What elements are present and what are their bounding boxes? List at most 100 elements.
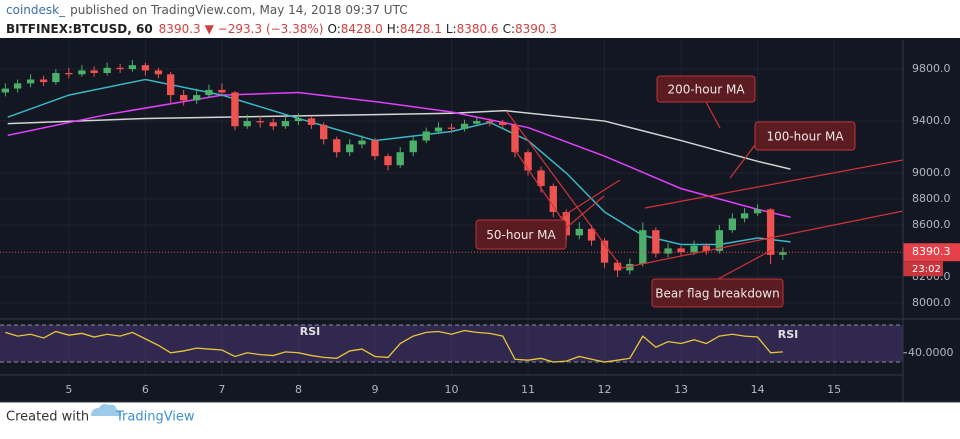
- x-tick-label: 12: [598, 383, 612, 396]
- trend-line: [644, 159, 904, 209]
- ohlc-key: L:: [446, 22, 457, 36]
- y-tick-label: 8600.0: [912, 218, 951, 231]
- x-tick-label: 14: [751, 383, 765, 396]
- candle-body: [281, 121, 290, 127]
- candle-body: [13, 83, 22, 89]
- x-tick-label: 13: [674, 383, 688, 396]
- price: 8390.3: [159, 22, 201, 36]
- countdown-box: [903, 261, 943, 277]
- footer-created: Created with: [6, 410, 89, 425]
- callout-pointer: [717, 249, 773, 280]
- tradingview-logo: [91, 404, 122, 416]
- candle-body: [141, 65, 150, 71]
- candle-body: [371, 140, 379, 157]
- ohlc-key: O:: [327, 22, 340, 36]
- candle-body: [549, 186, 557, 212]
- candle-body: [779, 252, 787, 255]
- candle-body: [179, 95, 188, 101]
- candle-body: [537, 170, 545, 187]
- callout-box: [651, 278, 784, 308]
- x-tick-label: 11: [521, 383, 535, 396]
- candle-body: [422, 131, 430, 141]
- candle-body: [116, 67, 124, 70]
- candle-body: [702, 245, 711, 251]
- ohlc-key: C:: [503, 22, 515, 36]
- candle-body: [486, 121, 494, 123]
- trend-line: [514, 149, 567, 226]
- change: ▼ −293.3 (−3.38%): [205, 22, 324, 36]
- x-tick-label: 8: [295, 383, 302, 396]
- candle-body: [333, 139, 341, 153]
- candle-body: [613, 262, 622, 271]
- candle-body: [511, 124, 519, 153]
- rsi-band-fill: [0, 325, 903, 363]
- candle-body: [231, 92, 239, 127]
- candle-body: [409, 140, 417, 153]
- moving-average: [7, 109, 791, 170]
- last-price-box: [903, 243, 960, 262]
- trend-line: [506, 111, 623, 269]
- ohlc-value: 8428.0: [341, 22, 383, 36]
- x-tick-label: 5: [65, 383, 72, 396]
- chart-layer: 5 6 7 8 9 10 11 12 13 14 15 9800.0 9400.0 9000.0 8800.…: [0, 40, 960, 403]
- candle-body: [256, 121, 264, 123]
- ohlc-value: 8390.3: [515, 22, 557, 36]
- candle-body: [39, 79, 48, 83]
- rsi-tick-label: 40.0000: [908, 346, 954, 359]
- callout-text: 100-hour MA: [766, 130, 844, 144]
- callout-text: Bear flag breakdown: [655, 287, 779, 301]
- x-tick-label: 6: [142, 383, 149, 396]
- candle-body: [320, 124, 328, 140]
- callout-text: 200-hour MA: [667, 83, 745, 97]
- footer-brand[interactable]: TradingView: [115, 410, 195, 425]
- candle-body: [154, 70, 163, 75]
- candle-body: [26, 79, 35, 84]
- trend-line: [621, 210, 904, 269]
- callout-pointer: [705, 101, 721, 129]
- candle-body: [396, 152, 404, 166]
- candle-body: [447, 127, 456, 129]
- candle-body: [384, 156, 392, 166]
- y-tick-label: 9400.0: [912, 114, 951, 127]
- x-tick-label: 9: [371, 383, 378, 396]
- candle-body: [600, 240, 609, 263]
- callout-box: [754, 121, 856, 151]
- x-tick-label: 10: [445, 383, 459, 396]
- candle-body: [766, 209, 775, 255]
- candle-body: [652, 230, 660, 254]
- candle-body: [128, 65, 137, 70]
- candle-body: [664, 248, 672, 254]
- candle-body: [740, 213, 749, 219]
- candle-body: [307, 118, 316, 125]
- candle-body: [78, 70, 86, 75]
- ohlc-key: H:: [387, 22, 400, 36]
- candle-body: [205, 89, 213, 96]
- countdown: 23:02: [912, 264, 941, 275]
- candle-body: [192, 95, 201, 101]
- candle-body: [103, 67, 111, 73]
- x-tick-label: 7: [218, 383, 225, 396]
- callout-pointer: [729, 144, 756, 179]
- header-line-2: BITFINEX:BTCUSD, 60 8390.3 ▼ −293.3 (−3.38…: [6, 22, 557, 36]
- candle-body: [460, 123, 469, 129]
- published: published on TradingView.com, May 14, 20…: [70, 3, 407, 17]
- header-line-1: coindesk_ published on TradingView.com, M…: [6, 3, 408, 17]
- last-price-label: 8390.3: [912, 245, 951, 258]
- candle-body: [1, 88, 10, 93]
- candle-body: [524, 152, 532, 171]
- candle-body: [499, 122, 507, 125]
- y-tick-label: 8800.0: [912, 192, 951, 205]
- candle-body: [587, 228, 596, 241]
- candle-body: [639, 230, 647, 264]
- ohlc-value: 8428.1: [400, 22, 442, 36]
- candle-body: [575, 228, 583, 236]
- y-tick-label: 8000.0: [912, 296, 951, 309]
- y-tick-label: 9800.0: [912, 62, 951, 75]
- x-tick-label: 15: [827, 383, 841, 396]
- symbol: BITFINEX:BTCUSD, 60: [6, 22, 153, 36]
- moving-average: [7, 78, 791, 246]
- callout-box: [656, 75, 756, 103]
- callout-text: 50-hour MA: [486, 228, 556, 242]
